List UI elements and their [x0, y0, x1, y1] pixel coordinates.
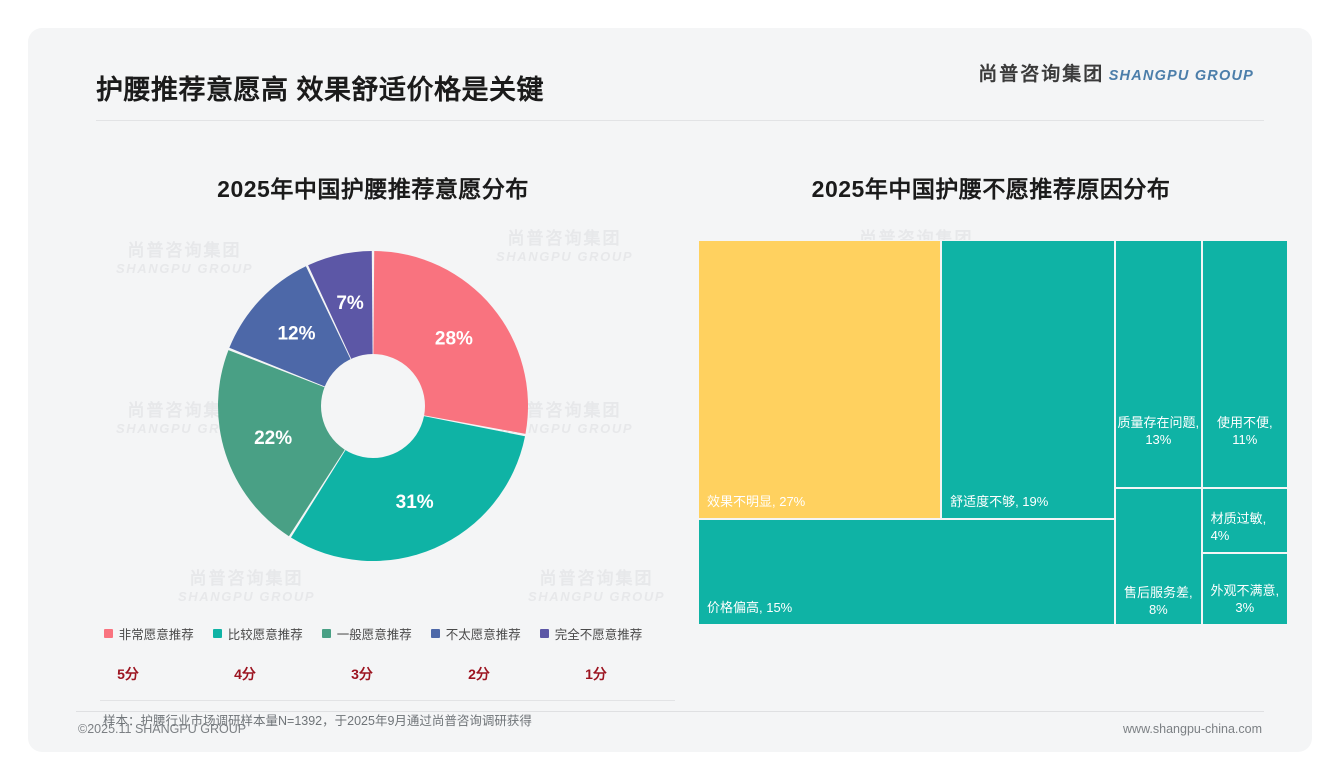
legend-item[interactable]: 完全不愿意推荐	[539, 624, 643, 643]
treemap-cell[interactable]: 使用不便, 11%	[1201, 240, 1288, 489]
treemap-cell-label: 效果不明显, 27%	[707, 494, 806, 510]
donut-slice-label: 12%	[277, 324, 315, 345]
score-label: 4分	[234, 666, 256, 682]
score-label: 2分	[468, 666, 490, 682]
donut-slice-label: 31%	[396, 492, 434, 513]
legend-label: 一般愿意推荐	[336, 628, 412, 642]
treemap-cell[interactable]: 舒适度不够, 19%	[941, 240, 1116, 520]
donut-hole	[321, 354, 425, 458]
logo-english-text: SHANGPU GROUP	[1108, 68, 1254, 84]
legend-label: 不太愿意推荐	[445, 628, 521, 642]
treemap-cell-label: 材质过敏, 4%	[1210, 511, 1267, 544]
legend-swatch-icon	[103, 629, 113, 638]
slide-canvas: 护腰推荐意愿高 效果舒适价格是关键 尚普咨询集团 SHANGPU GROUP 尚…	[28, 28, 1312, 752]
donut-chart: 28% 31% 22% 12% 7%	[215, 248, 531, 564]
donut-slice-label: 28%	[435, 329, 473, 350]
treemap-cell[interactable]: 外观不满意, 3%	[1201, 553, 1288, 625]
donut-slice-label: 7%	[336, 293, 364, 314]
left-chart-title: 2025年中国护腰推荐意愿分布	[217, 176, 529, 202]
header-divider	[96, 120, 1264, 121]
legend-label: 比较愿意推荐	[227, 628, 303, 642]
footnote-divider	[100, 700, 675, 701]
donut-slice-label: 22%	[254, 428, 292, 449]
score-scale-row: 5分 4分 3分 2分 1分	[82, 664, 642, 684]
treemap-cell[interactable]: 价格偏高, 15%	[698, 519, 1116, 625]
brand-logo: 尚普咨询集团 SHANGPU GROUP	[978, 64, 1254, 86]
score-label: 3分	[351, 666, 373, 682]
footer-website[interactable]: www.shangpu-china.com	[1123, 722, 1262, 736]
legend-item[interactable]: 非常愿意推荐	[103, 624, 194, 643]
slide-header: 护腰推荐意愿高 效果舒适价格是关键 尚普咨询集团 SHANGPU GROUP	[28, 28, 1312, 120]
legend-swatch-icon	[212, 629, 222, 638]
score-label: 5分	[117, 666, 139, 682]
donut-chart-svg: 28% 31% 22% 12% 7%	[218, 251, 528, 561]
treemap-cell-label: 价格偏高, 15%	[707, 600, 793, 616]
legend-item[interactable]: 比较愿意推荐	[212, 624, 303, 643]
treemap-cell-label: 舒适度不够, 19%	[950, 494, 1049, 510]
treemap-cell-label: 质量存在问题, 13%	[1117, 414, 1200, 447]
logo-chinese-text: 尚普咨询集团	[978, 64, 1105, 85]
legend-label: 完全不愿意推荐	[554, 628, 643, 642]
legend-swatch-icon	[321, 629, 331, 638]
treemap-cell-label: 售后服务差, 8%	[1124, 584, 1193, 617]
legend-swatch-icon	[539, 629, 549, 638]
treemap-cell[interactable]: 材质过敏, 4%	[1201, 488, 1288, 553]
sample-footnote: 样本：护腰行业市场调研样本量N=1392，于2025年9月通过尚普咨询调研获得	[103, 714, 532, 728]
page-title: 护腰推荐意愿高 效果舒适价格是关键	[96, 75, 545, 105]
treemap-cell[interactable]: 效果不明显, 27%	[698, 240, 942, 520]
unwillingness-reason-chart-panel: 2025年中国护腰不愿推荐原因分布 效果不明显, 27% 舒适度不够, 19% 价格…	[696, 170, 1288, 690]
treemap-cell[interactable]: 售后服务差, 8%	[1115, 488, 1202, 625]
legend-item[interactable]: 一般愿意推荐	[321, 624, 412, 643]
treemap-cell-label: 使用不便, 11%	[1216, 414, 1273, 447]
right-chart-title: 2025年中国护腰不愿推荐原因分布	[811, 176, 1171, 202]
legend-item[interactable]: 不太愿意推荐	[430, 624, 521, 643]
legend-swatch-icon	[430, 629, 440, 638]
treemap-chart: 效果不明显, 27% 舒适度不够, 19% 价格偏高, 15% 质量存在问题, 13%…	[698, 240, 1288, 625]
footer-copyright: ©2025.11 SHANGPU GROUP	[78, 722, 247, 736]
footer-divider	[76, 711, 1264, 712]
legend-label: 非常愿意推荐	[118, 628, 194, 642]
score-label: 1分	[585, 666, 607, 682]
recommendation-willingness-chart-panel: 2025年中国护腰推荐意愿分布 28% 31% 22% 12% 7% 非常愿意推荐 比较愿…	[68, 170, 678, 690]
treemap-cell[interactable]: 质量存在问题, 13%	[1115, 240, 1202, 489]
donut-legend: 非常愿意推荐 比较愿意推荐 一般愿意推荐 不太愿意推荐 完全不愿意推荐	[68, 624, 678, 643]
treemap-cell-label: 外观不满意, 3%	[1210, 582, 1280, 615]
